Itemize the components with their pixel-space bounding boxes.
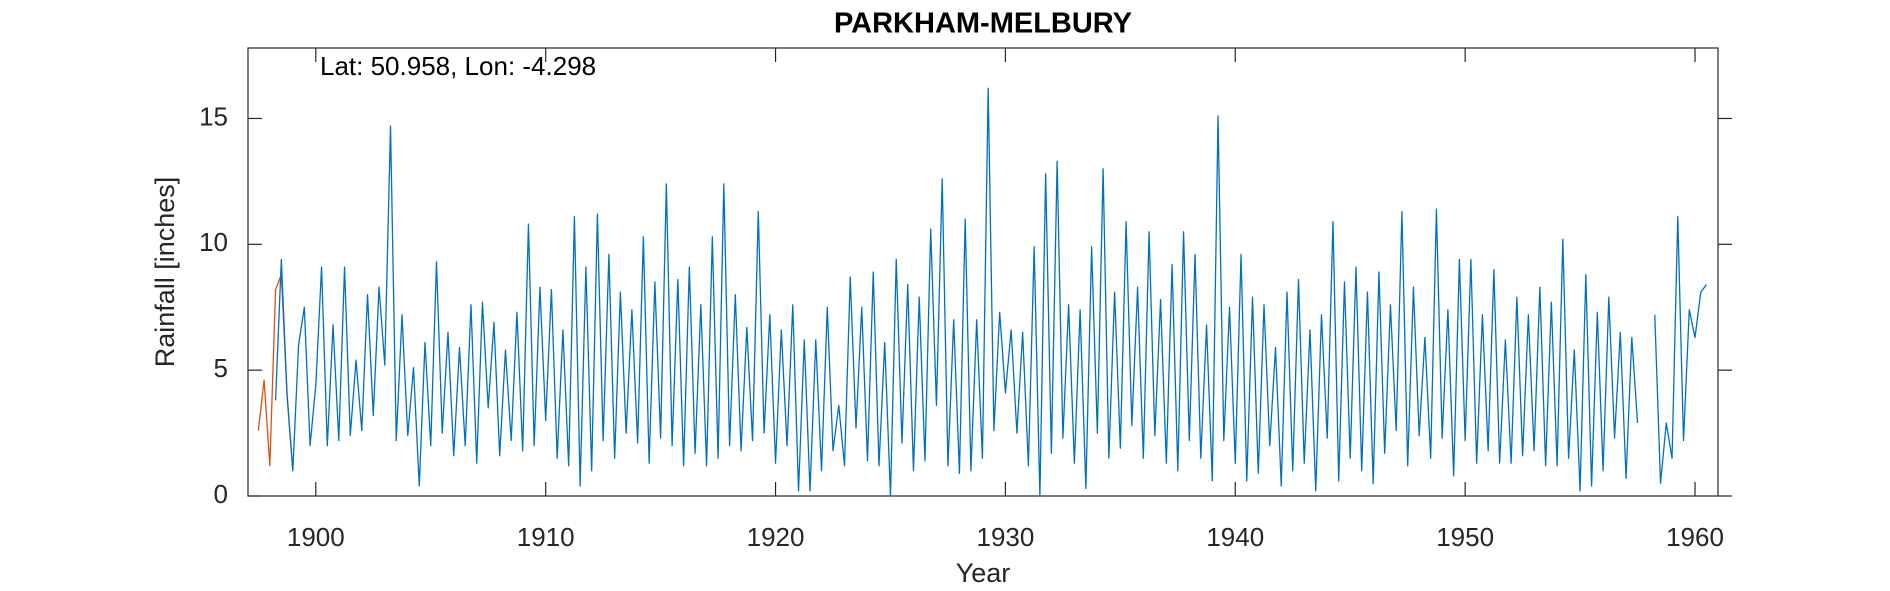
x-tick-label: 1950 bbox=[1436, 522, 1494, 552]
series-line bbox=[274, 87, 1708, 497]
x-tick-label: 1960 bbox=[1666, 522, 1724, 552]
x-tick-label: 1910 bbox=[517, 522, 575, 552]
axes-box bbox=[247, 47, 1719, 497]
x-tick-label: 1930 bbox=[976, 522, 1034, 552]
x-tick-label: 1940 bbox=[1206, 522, 1264, 552]
x-tick-label: 1920 bbox=[747, 522, 805, 552]
x-axis-label: Year bbox=[956, 558, 1011, 588]
x-tick-label: 1900 bbox=[287, 522, 345, 552]
y-axis-label: Rainfall [inches] bbox=[150, 177, 180, 368]
y-tick-label: 15 bbox=[199, 101, 228, 131]
y-tick-label: 10 bbox=[199, 227, 228, 257]
chart-title: PARKHAM-MELBURY bbox=[834, 8, 1132, 40]
y-tick-label: 0 bbox=[214, 479, 228, 509]
series-line bbox=[257, 273, 294, 471]
y-tick-label: 5 bbox=[214, 353, 228, 383]
annotation: Lat: 50.958, Lon: -4.298 bbox=[320, 51, 596, 81]
